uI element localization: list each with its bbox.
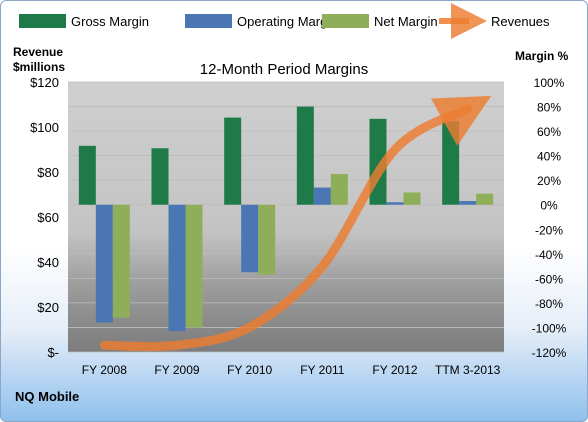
legend-label: Net Margin [374,14,438,29]
left-tick-label: $20 [37,300,59,315]
right-tick-label: -80% [535,297,563,311]
bar-gross-margin [78,145,96,205]
bar-operating-margin [386,202,404,205]
right-tick-label: -120% [532,346,567,360]
bar-net-margin [476,193,494,205]
bar-operating-margin [95,204,113,323]
right-tick-label: 60% [537,125,561,139]
revenue-series [99,95,492,352]
bar-operating-margin [168,204,186,332]
bar-operating-margin [241,204,259,273]
category-label: FY 2009 [154,363,199,377]
left-tick-label: $120 [30,75,59,90]
right-tick-label: 20% [537,174,561,188]
legend-item: Operating Margin [185,14,337,29]
revenue-line [99,95,492,352]
category-label: FY 2010 [227,363,272,377]
legend: Gross Margin Operating Margin Net Margin Re… [19,3,550,39]
right-tick-label: -20% [535,223,563,237]
legend-label: Revenues [491,14,550,29]
right-tick-label: 100% [534,76,565,90]
bar-gross-margin [224,117,242,205]
legend-label: Gross Margin [71,14,149,29]
bar-net-margin [258,204,276,275]
right-tick-label: 0% [540,199,558,213]
left-axis-title-line1: Revenue [13,45,63,59]
legend-label: Operating Margin [237,14,337,29]
left-axis-ticks: $- $20 $40 $60 $80 $100 $120 [30,75,59,360]
category-label: FY 2011 [300,363,345,377]
legend-swatch [322,14,369,28]
left-tick-label: $100 [30,120,59,135]
right-tick-label: -40% [535,248,563,262]
left-tick-label: $80 [37,165,59,180]
bar-series [78,106,494,332]
bar-gross-margin [151,148,169,205]
legend-item: Net Margin [322,14,438,29]
bar-net-margin [112,204,130,318]
legend-item: Gross Margin [19,14,149,29]
left-axis-title-line2: $millions [13,60,65,74]
category-labels: FY 2008 FY 2009 FY 2010 FY 2011 FY 2012 TTM 3… [82,363,501,377]
bar-net-margin [185,204,203,328]
bar-gross-margin [296,106,314,205]
right-axis-title: Margin % [515,49,569,63]
left-tick-label: $40 [37,255,59,270]
bar-gross-margin [442,121,460,205]
left-tick-label: $60 [37,210,59,225]
left-tick-label: $- [47,345,59,360]
bar-operating-margin [459,201,477,205]
category-label: FY 2008 [82,363,127,377]
right-axis-ticks: -120% -100% -80% -60% -40% -20% 0% 20% 40% 60% 80%… [532,76,567,360]
legend-swatch [185,14,232,28]
chart-title: 12-Month Period Margins [200,61,368,78]
legend-swatch [19,14,66,28]
bar-net-margin [330,174,348,205]
bar-net-margin [403,192,421,205]
company-name: NQ Mobile [15,389,79,404]
category-label: FY 2012 [372,363,417,377]
right-tick-label: -100% [532,321,567,335]
right-tick-label: 80% [537,101,561,115]
bar-operating-margin [313,187,331,205]
category-label: TTM 3-2013 [435,363,501,377]
right-tick-label: -60% [535,272,563,286]
legend-item: Revenues [439,3,550,39]
right-tick-label: 40% [537,150,561,164]
